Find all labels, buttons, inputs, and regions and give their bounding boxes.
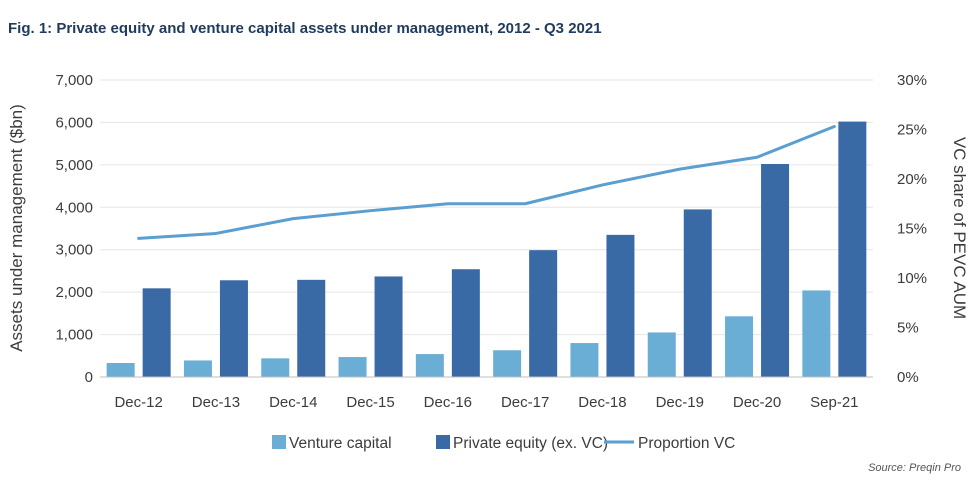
legend-label-private-equity: Private equity (ex. VC) xyxy=(453,435,608,452)
y-tick-right: 20% xyxy=(897,171,927,188)
y-axis-left-ticks: 0 1,000 2,000 3,000 4,000 5,000 6,000 7,000 xyxy=(55,72,93,386)
legend-swatch-private-equity xyxy=(436,435,450,449)
bar-venture-capital-dec-19 xyxy=(647,332,676,377)
x-tick-label: Dec-15 xyxy=(346,394,394,411)
bar-venture-capital-dec-15 xyxy=(338,357,367,377)
x-tick-label: Dec-19 xyxy=(656,394,704,411)
y-axis-right-ticks: 0% 5% 10% 15% 20% 25% 30% xyxy=(897,72,927,386)
gridlines xyxy=(100,79,873,336)
chart-title: Fig. 1: Private equity and venture capit… xyxy=(8,20,602,37)
y-tick-right: 30% xyxy=(897,72,927,89)
bar-private-equity-ex-vc-dec-12 xyxy=(142,288,171,377)
y-tick-left: 7,000 xyxy=(55,72,93,89)
bar-private-equity-ex-vc-dec-18 xyxy=(606,234,635,377)
bar-private-equity-ex-vc-dec-15 xyxy=(374,276,403,377)
bar-private-equity-ex-vc-dec-16 xyxy=(451,269,480,377)
x-tick-label: Dec-14 xyxy=(269,394,317,411)
x-tick-label: Dec-12 xyxy=(114,394,162,411)
y-tick-left: 3,000 xyxy=(55,242,93,259)
bar-private-equity-ex-vc-dec-17 xyxy=(529,250,558,377)
y-axis-left-label: Assets under management ($bn) xyxy=(7,104,26,352)
y-tick-left: 4,000 xyxy=(55,199,93,216)
y-tick-right: 15% xyxy=(897,221,927,238)
y-tick-right: 10% xyxy=(897,270,927,287)
y-tick-left: 2,000 xyxy=(55,284,93,301)
line-proportion-vc xyxy=(137,125,836,240)
bar-private-equity-ex-vc-sep-21 xyxy=(838,121,867,377)
bar-venture-capital-dec-13 xyxy=(183,360,212,377)
y-axis-right-label: VC share of PEVC AUM xyxy=(950,137,969,319)
legend-label-proportion-vc: Proportion VC xyxy=(638,435,735,452)
bar-venture-capital-dec-17 xyxy=(493,350,522,377)
x-tick-label: Dec-18 xyxy=(578,394,626,411)
bar-private-equity-ex-vc-dec-19 xyxy=(683,209,712,377)
x-axis-ticks: Dec-12 Dec-13 Dec-14 Dec-15 Dec-16 Dec-17 Dec-… xyxy=(114,394,858,411)
bar-venture-capital-sep-21 xyxy=(802,290,831,377)
bar-private-equity-ex-vc-dec-14 xyxy=(297,279,326,377)
y-tick-left: 0 xyxy=(85,369,93,386)
bar-venture-capital-dec-12 xyxy=(106,362,135,377)
x-tick-label: Dec-13 xyxy=(192,394,240,411)
proportion-line-layer xyxy=(137,125,836,240)
y-tick-right: 0% xyxy=(897,369,919,386)
y-tick-left: 6,000 xyxy=(55,114,93,131)
legend-swatch-venture-capital xyxy=(272,435,286,449)
bars xyxy=(106,121,867,377)
y-tick-left: 5,000 xyxy=(55,157,93,174)
bar-private-equity-ex-vc-dec-20 xyxy=(761,164,790,377)
legend: Venture capital Private equity (ex. VC) … xyxy=(272,435,735,452)
bar-venture-capital-dec-18 xyxy=(570,343,599,377)
x-tick-label: Dec-20 xyxy=(733,394,781,411)
bar-venture-capital-dec-14 xyxy=(261,358,290,377)
y-tick-right: 5% xyxy=(897,320,919,337)
y-tick-left: 1,000 xyxy=(55,327,93,344)
bar-venture-capital-dec-20 xyxy=(725,316,754,377)
legend-label-venture-capital: Venture capital xyxy=(289,435,392,452)
source-note: Source: Preqin Pro xyxy=(868,462,961,474)
y-tick-right: 25% xyxy=(897,122,927,139)
x-tick-label: Dec-17 xyxy=(501,394,549,411)
bar-venture-capital-dec-16 xyxy=(415,354,444,377)
bar-private-equity-ex-vc-dec-13 xyxy=(219,280,248,377)
x-tick-label: Dec-16 xyxy=(424,394,472,411)
x-tick-label: Sep-21 xyxy=(810,394,858,411)
